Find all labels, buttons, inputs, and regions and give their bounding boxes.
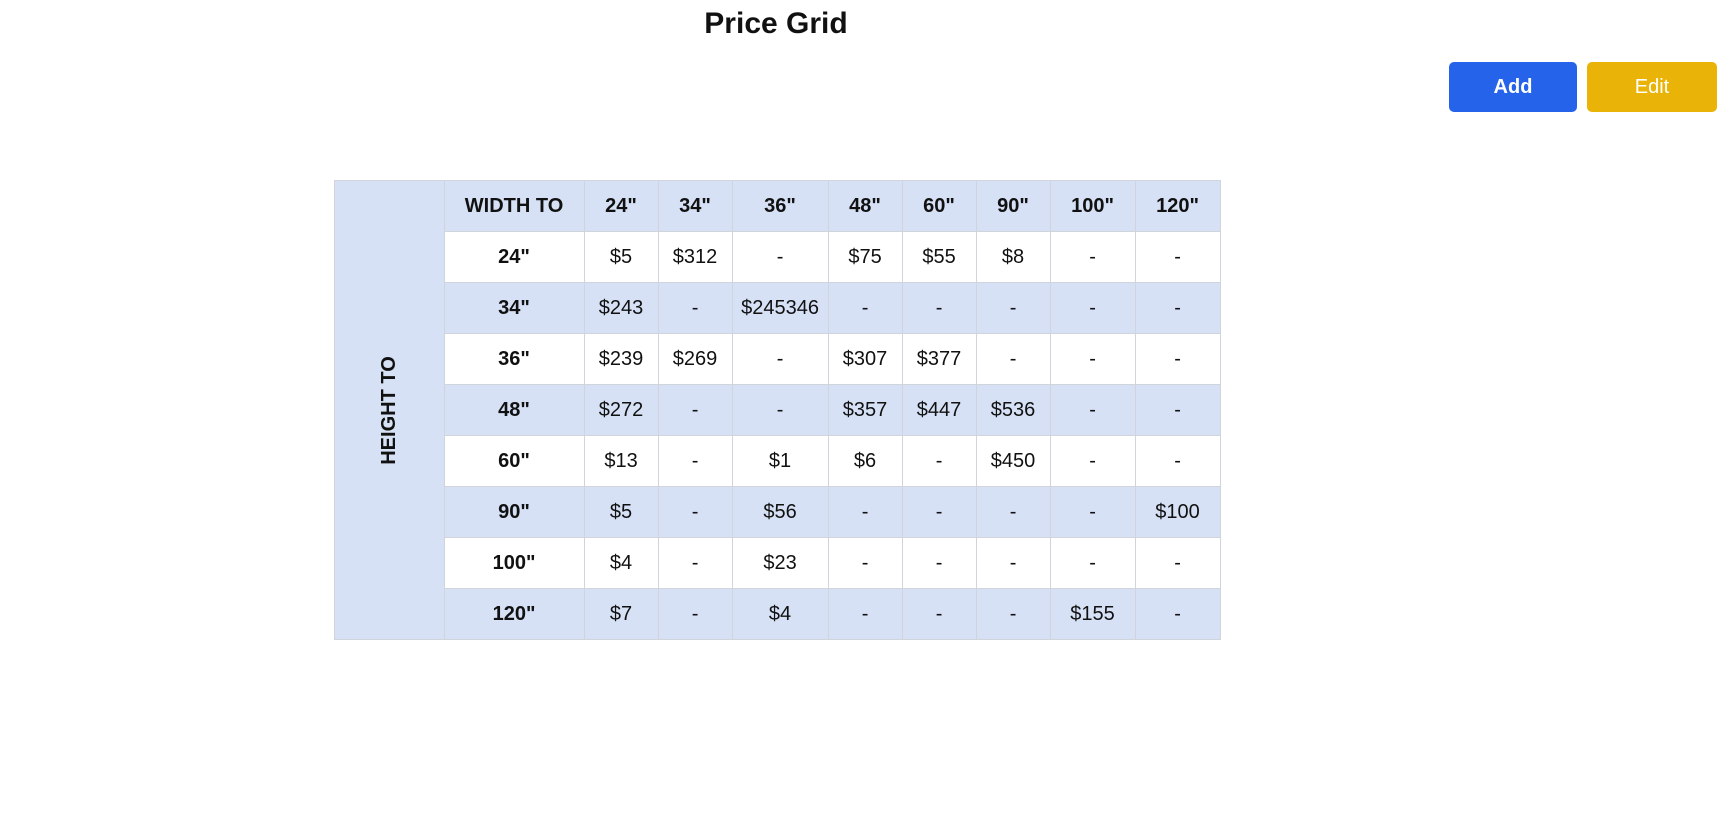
- table-row: 120" $7- $4- - - $155-: [335, 588, 1221, 640]
- width-header: 60": [901, 180, 977, 232]
- table-row: 60" $13- $1 $6- $450- -: [335, 435, 1221, 487]
- height-header: 120": [443, 588, 585, 640]
- price-cell: $243: [583, 282, 659, 334]
- price-cell: -: [731, 384, 829, 436]
- price-cell: $272: [583, 384, 659, 436]
- width-header: 36": [731, 180, 829, 232]
- table-row: 24" $5 $312- $75 $55 $8- -: [335, 231, 1221, 283]
- price-cell: -: [657, 435, 733, 487]
- price-cell: $5: [583, 231, 659, 283]
- height-axis-label: HEIGHT TO: [377, 355, 400, 465]
- price-cell: $536: [975, 384, 1051, 436]
- table-row: 100" $4- $23- - - - -: [335, 537, 1221, 589]
- price-cell: $447: [901, 384, 977, 436]
- price-cell: $23: [731, 537, 829, 589]
- price-cell: -: [1049, 333, 1136, 385]
- price-cell: -: [975, 282, 1051, 334]
- width-header: 100": [1049, 180, 1136, 232]
- price-cell: -: [1134, 231, 1221, 283]
- price-cell: -: [827, 588, 903, 640]
- height-header: 60": [443, 435, 585, 487]
- price-cell: -: [901, 282, 977, 334]
- width-header: 24": [583, 180, 659, 232]
- price-cell: -: [1134, 384, 1221, 436]
- height-axis-cell: HEIGHT TO: [334, 180, 445, 640]
- price-cell: -: [827, 282, 903, 334]
- price-cell: -: [901, 588, 977, 640]
- height-header: 100": [443, 537, 585, 589]
- price-cell: $8: [975, 231, 1051, 283]
- page-title: Price Grid: [704, 7, 848, 40]
- price-cell: -: [1049, 435, 1136, 487]
- price-cell: -: [1134, 537, 1221, 589]
- price-cell: -: [1049, 486, 1136, 538]
- price-cell: -: [657, 282, 733, 334]
- table-row: 36" $239 $269- $307 $377- - -: [335, 333, 1221, 385]
- price-cell: $312: [657, 231, 733, 283]
- price-cell: -: [1134, 282, 1221, 334]
- price-cell: -: [657, 588, 733, 640]
- price-cell: -: [827, 537, 903, 589]
- price-cell: -: [657, 537, 733, 589]
- price-cell: $13: [583, 435, 659, 487]
- price-cell: -: [1049, 231, 1136, 283]
- width-header-row: HEIGHT TO WIDTH TO 24" 34" 36" 48" 60" 9…: [334, 180, 1221, 640]
- price-cell: -: [827, 486, 903, 538]
- height-header: 90": [443, 486, 585, 538]
- price-cell: $239: [583, 333, 659, 385]
- table-row: 34" $243- $245346- - - - -: [335, 282, 1221, 334]
- price-cell: -: [1049, 282, 1136, 334]
- height-header: 24": [443, 231, 585, 283]
- price-grid-table: HEIGHT TO WIDTH TO 24" 34" 36" 48" 60" 9…: [334, 180, 1221, 640]
- toolbar: Add Price Edit Prices: [1449, 62, 1717, 148]
- price-cell: $155: [1049, 588, 1136, 640]
- price-cell: -: [731, 231, 829, 283]
- price-cell: $4: [731, 588, 829, 640]
- width-header: 34": [657, 180, 733, 232]
- width-axis-label: WIDTH TO: [443, 180, 585, 232]
- price-cell: -: [731, 333, 829, 385]
- price-cell: -: [975, 537, 1051, 589]
- price-cell: -: [657, 384, 733, 436]
- table-row: 90" $5- $56- - - - $100: [335, 486, 1221, 538]
- price-cell: -: [657, 486, 733, 538]
- price-cell: $1: [731, 435, 829, 487]
- width-header: 120": [1134, 180, 1221, 232]
- width-header: 48": [827, 180, 903, 232]
- price-cell: $269: [657, 333, 733, 385]
- width-header: 90": [975, 180, 1051, 232]
- price-cell: -: [1049, 537, 1136, 589]
- price-cell: $100: [1134, 486, 1221, 538]
- price-cell: $245346: [731, 282, 829, 334]
- height-header: 36": [443, 333, 585, 385]
- add-price-button[interactable]: Add Price: [1449, 62, 1577, 148]
- price-cell: -: [901, 486, 977, 538]
- height-header: 34": [443, 282, 585, 334]
- price-cell: -: [975, 588, 1051, 640]
- price-cell: $55: [901, 231, 977, 283]
- price-cell: $450: [975, 435, 1051, 487]
- price-cell: -: [1134, 435, 1221, 487]
- price-cell: -: [1134, 588, 1221, 640]
- price-cell: -: [1049, 384, 1136, 436]
- table-row: 48" $272- - $357 $447 $536- -: [335, 384, 1221, 436]
- price-cell: -: [1134, 333, 1221, 385]
- price-cell: $377: [901, 333, 977, 385]
- price-cell: -: [901, 435, 977, 487]
- height-header: 48": [443, 384, 585, 436]
- price-cell: $6: [827, 435, 903, 487]
- edit-prices-button[interactable]: Edit Prices: [1587, 62, 1717, 148]
- price-cell: $307: [827, 333, 903, 385]
- price-cell: $5: [583, 486, 659, 538]
- price-cell: -: [975, 333, 1051, 385]
- price-cell: $75: [827, 231, 903, 283]
- price-cell: $7: [583, 588, 659, 640]
- price-cell: $4: [583, 537, 659, 589]
- price-cell: $56: [731, 486, 829, 538]
- price-cell: -: [901, 537, 977, 589]
- price-cell: -: [975, 486, 1051, 538]
- price-grid-container: HEIGHT TO WIDTH TO 24" 34" 36" 48" 60" 9…: [334, 180, 1221, 640]
- price-cell: $357: [827, 384, 903, 436]
